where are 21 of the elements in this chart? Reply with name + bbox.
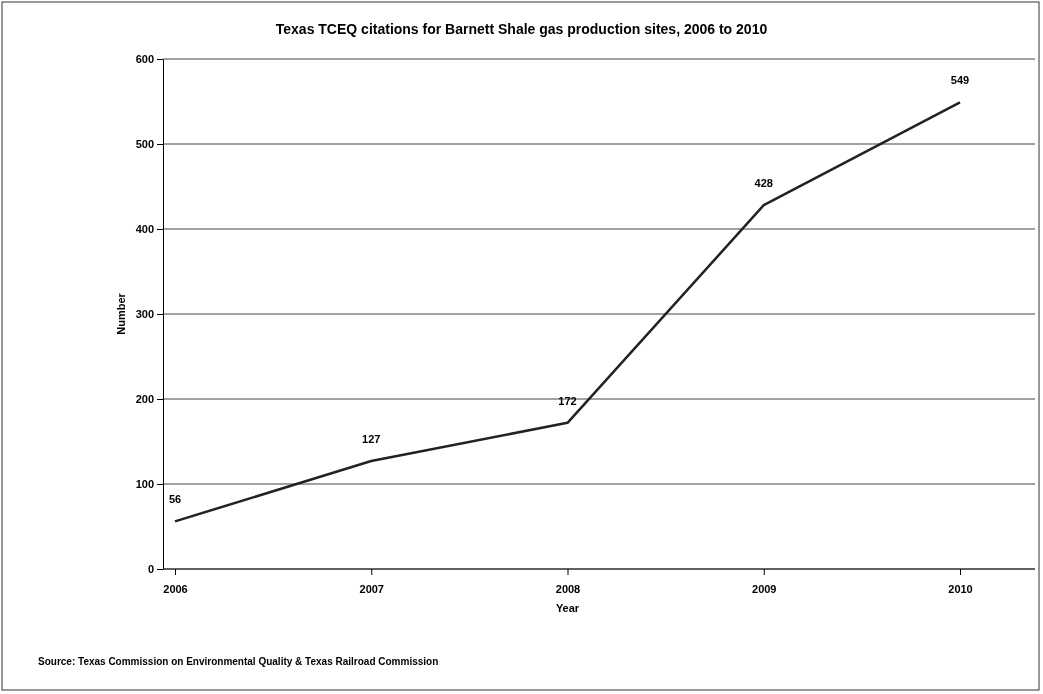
data-label: 56	[168, 493, 182, 506]
y-tick-label: 200	[135, 393, 154, 406]
y-tick-label: 400	[135, 223, 154, 236]
data-label: 127	[362, 433, 381, 446]
y-axis-title: Number	[115, 292, 127, 335]
chart-title: Texas TCEQ citations for Barnett Shale gas production sites, 2006 to 2010	[275, 21, 768, 37]
y-tick-label: 600	[135, 53, 154, 66]
y-tick-label: 100	[135, 478, 154, 491]
x-tick-label: 2009	[752, 583, 777, 596]
x-tick-label: 2007	[359, 583, 384, 596]
data-label: 172	[558, 394, 577, 407]
y-tick-label: 500	[135, 138, 154, 151]
x-tick-label: 2008	[555, 583, 581, 596]
x-axis-title: Year	[555, 602, 580, 614]
data-label: 549	[950, 74, 970, 87]
source-note: Source: Texas Commission on Environmental Quality & Texas Railroad Commission	[38, 656, 439, 667]
data-label: 428	[754, 177, 773, 190]
y-tick-label: 0	[147, 563, 154, 576]
x-tick-label: 2006	[163, 583, 188, 596]
x-tick-label: 2010	[948, 583, 973, 596]
y-tick-label: 300	[135, 308, 154, 321]
